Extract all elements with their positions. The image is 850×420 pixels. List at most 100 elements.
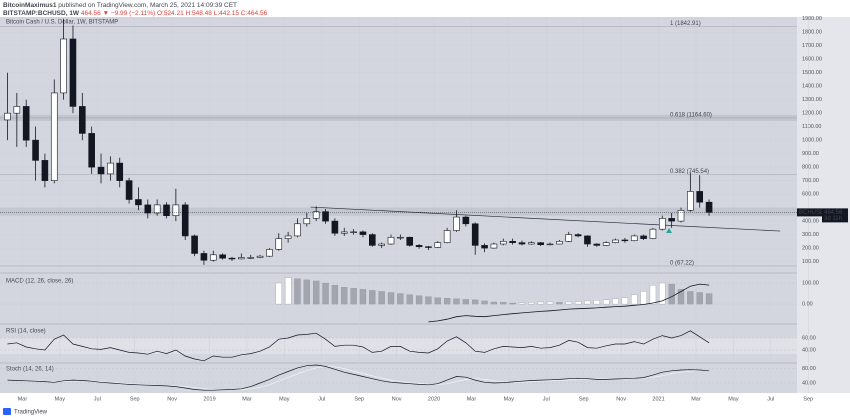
macd-histogram-bar	[415, 295, 423, 305]
macd-histogram-bar	[565, 301, 572, 305]
macd-histogram-bar	[303, 279, 310, 305]
x-tick-label: May	[55, 396, 66, 402]
x-tick-label: May	[504, 396, 515, 402]
rsi-title: RSI (14, close)	[6, 329, 46, 335]
macd-histogram-bar	[425, 296, 432, 305]
author: BitcoinMaximus1 published on TradingView…	[3, 2, 237, 9]
candle-body	[340, 231, 348, 234]
y-tick-label: 900.00	[802, 151, 819, 157]
y-tick-label: 1900.00	[802, 16, 822, 22]
macd-histogram-bar	[668, 283, 675, 305]
candle-body	[116, 162, 124, 181]
candle-body	[658, 218, 666, 230]
price-axis-background	[797, 17, 850, 393]
candle-body	[322, 211, 329, 222]
y-tick-label: 800.00	[802, 165, 819, 171]
candle-body	[612, 239, 619, 243]
candle-body	[687, 191, 694, 211]
macd-histogram-bar	[528, 302, 535, 305]
y-tick-label: 1700.00	[802, 43, 822, 49]
macd-histogram-bar	[640, 291, 647, 305]
legend: Bitcoin Cash / U.S. Dollar, 1W, BITSTAMP	[6, 20, 118, 26]
x-tick-label: 2020	[428, 396, 440, 402]
x-tick-label: Sep	[803, 396, 813, 402]
macd-histogram-bar	[705, 293, 713, 305]
ohlc: O:524.21 H:548.48 L:442.15 C:464.56	[157, 10, 268, 17]
candle-body	[378, 243, 385, 246]
y-tick-label: 100.00	[802, 280, 819, 286]
symbol: BITSTAMP:BCHUSD, 1W	[3, 10, 80, 17]
macd-histogram-bar	[518, 302, 526, 305]
symbol-line: BITSTAMP:BCHUSD, 1W 464.56 ▼ −9.99 (−2.1…	[3, 10, 268, 17]
macd-histogram-bar	[331, 284, 339, 305]
y-tick-label: 100.00	[802, 259, 819, 265]
candle-body	[705, 201, 713, 213]
candle-body	[434, 242, 442, 248]
candle-body	[387, 236, 395, 245]
x-tick-label: Jul	[767, 396, 774, 402]
macd-histogram-bar	[556, 302, 563, 305]
y-tick-label: 1400.00	[802, 84, 822, 90]
candle-body	[602, 242, 610, 246]
y-tick-label: 1200.00	[802, 111, 822, 117]
macd-histogram-bar	[603, 299, 610, 305]
macd-histogram-bar	[659, 282, 666, 305]
macd-histogram-bar	[537, 301, 544, 305]
fib-label: 1 (1842.91)	[670, 21, 701, 27]
x-tick-label: Nov	[616, 396, 626, 402]
candle-body	[247, 257, 254, 259]
fib-label: 0.618 (1164.60)	[670, 113, 712, 119]
macd-histogram-bar	[322, 282, 329, 305]
candle-body	[238, 257, 245, 260]
macd-histogram-bar	[584, 300, 591, 305]
candle-body	[528, 242, 535, 245]
x-tick-label: Mar	[18, 396, 28, 402]
candle-body	[574, 234, 582, 237]
x-tick-label: Sep	[579, 396, 589, 402]
y-tick-label: 300.00	[802, 232, 819, 238]
macd-histogram-bar	[687, 291, 694, 305]
candle-body	[50, 92, 58, 181]
candle-body	[499, 241, 507, 245]
y-tick-label: 700.00	[802, 178, 819, 184]
macd-histogram-bar	[453, 298, 460, 305]
y-tick-label: 40.00	[802, 347, 816, 353]
x-tick-label: Jul	[318, 396, 325, 402]
fib-label: 0.382 (745.54)	[670, 169, 709, 175]
macd-histogram-bar	[631, 294, 638, 305]
candle-body	[640, 235, 647, 239]
candle-body	[107, 162, 114, 175]
candle-body	[537, 242, 544, 245]
candle-body	[153, 204, 161, 214]
candle-body	[181, 204, 189, 237]
y-tick-label: 1800.00	[802, 30, 822, 36]
candle-body	[172, 204, 180, 216]
rsi-band	[0, 338, 797, 354]
macd-histogram-bar	[546, 301, 554, 305]
candle-body	[41, 160, 49, 181]
macd-histogram-bar	[490, 301, 498, 305]
candle-body	[60, 38, 67, 94]
candle-body	[556, 241, 563, 245]
y-tick-label: 60.00	[802, 335, 816, 341]
macd-histogram-bar	[284, 277, 292, 305]
candle-body	[22, 106, 30, 141]
stoch-title: Stoch (14, 26, 14)	[6, 367, 54, 373]
candle-body	[125, 180, 133, 200]
x-tick-label: Jul	[94, 396, 101, 402]
x-tick-label: Mar	[242, 396, 252, 402]
y-tick-label: 1500.00	[802, 70, 822, 76]
macd-histogram-bar	[443, 298, 451, 305]
y-tick-label: 1100.00	[802, 124, 821, 130]
y-tick-label: 1000.00	[802, 138, 822, 144]
x-tick-label: Nov	[392, 396, 402, 402]
y-tick-label: 80.00	[802, 366, 816, 372]
candle-body	[668, 218, 675, 222]
macd-histogram-bar	[612, 298, 619, 305]
candle-body	[284, 235, 292, 239]
x-tick-label: Nov	[167, 396, 177, 402]
candle-body	[546, 243, 554, 246]
macd-histogram-bar	[649, 284, 657, 305]
y-tick-label: 200.00	[802, 246, 819, 252]
